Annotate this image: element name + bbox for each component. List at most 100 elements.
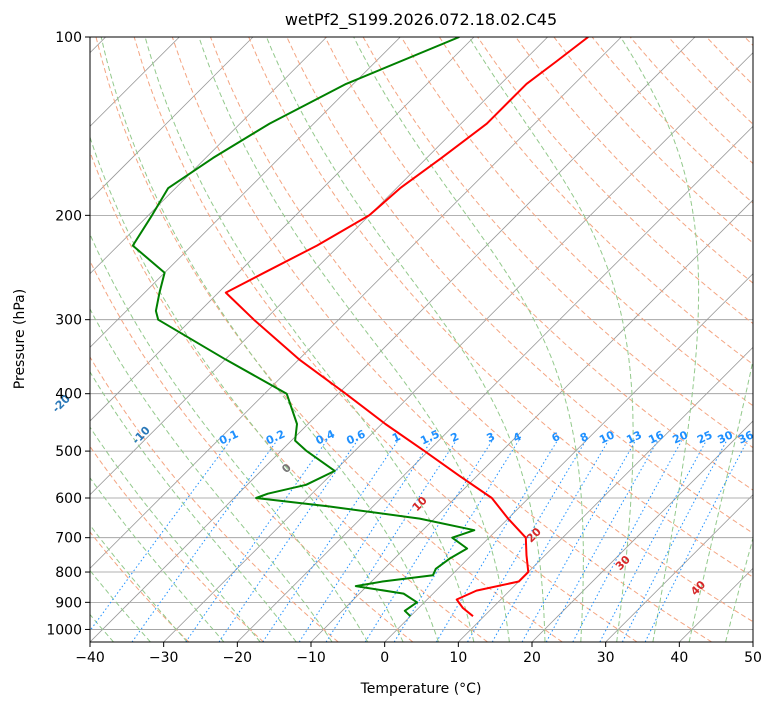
line-labels: -100-90-80-70-60-50-40-30-20-10010203040… xyxy=(0,363,756,598)
moist-adiabat xyxy=(90,370,297,642)
dry-adiabat xyxy=(324,37,753,491)
y-tick-label: 100 xyxy=(55,30,82,46)
x-tick-label: −10 xyxy=(296,650,326,666)
isotherm-line xyxy=(163,52,753,642)
chart-title: wetPf2_S199.2026.072.18.02.C45 xyxy=(285,10,557,30)
mixing-ratio-line xyxy=(467,440,587,642)
x-tick-label: −20 xyxy=(223,650,253,666)
mixing-ratio-line xyxy=(599,440,707,642)
dry-adiabat xyxy=(171,37,712,642)
mixing-ratio-line xyxy=(364,440,493,642)
dry-adiabat xyxy=(668,37,753,125)
isobar-grid xyxy=(90,37,753,630)
mixing-ratio-label: 0.4 xyxy=(314,427,337,447)
mixing-ratio-line xyxy=(521,440,637,642)
x-tick-label: −40 xyxy=(75,650,105,666)
moist-adiabat xyxy=(90,524,188,642)
mixing-ratio-line xyxy=(298,440,432,642)
moist-adiabat xyxy=(90,308,333,642)
mixing-ratio-line xyxy=(644,440,748,642)
isotherm-line xyxy=(90,37,696,642)
moist-adiabat xyxy=(90,233,369,642)
mixing-ratio-label: 10 xyxy=(597,428,617,446)
dry-adiabat-label: -10 xyxy=(130,424,153,447)
mixing-ratio-label: 25 xyxy=(695,428,714,446)
isotherm-line xyxy=(605,494,753,642)
moist-adiabat xyxy=(198,37,510,642)
mixing-ratio-line xyxy=(185,440,328,642)
plot-frame xyxy=(89,36,754,643)
isotherm-line xyxy=(752,641,753,642)
moist-adiabat xyxy=(266,37,546,642)
mixing-ratio-label: 8 xyxy=(578,430,590,445)
dry-adiabat xyxy=(248,37,753,578)
moist-adiabat xyxy=(90,426,261,642)
mixing-ratio-label: 30 xyxy=(716,428,736,446)
isotherm-line xyxy=(237,125,753,642)
dry-adiabat xyxy=(744,37,753,47)
moist-adiabat-label: 10 xyxy=(410,494,430,514)
isotherm-line xyxy=(90,37,548,496)
mixing-ratio-line xyxy=(393,440,520,642)
moist-adiabat xyxy=(725,536,753,642)
mixing-ratio-label: 4 xyxy=(511,430,524,445)
temperature-series xyxy=(224,37,589,617)
moist-adiabat xyxy=(688,358,753,642)
moist-adiabat xyxy=(144,37,475,642)
isotherm-line xyxy=(458,346,753,642)
mixing-ratio-line xyxy=(262,440,399,642)
mixing-ratio-line xyxy=(131,440,278,642)
isotherm-line xyxy=(531,420,753,642)
dry-adiabat xyxy=(438,37,753,366)
sounding-series xyxy=(131,37,589,617)
isotherm-grid xyxy=(90,37,753,642)
y-axis-ticks: 100 200 300 400 500 600 700 800 900 1000 xyxy=(46,30,90,638)
moist-adiabat-label: 0 xyxy=(279,461,294,476)
isotherm-line xyxy=(679,567,753,642)
mixing-ratio-label: 16 xyxy=(646,428,666,446)
dry-adiabat xyxy=(362,37,753,449)
isotherm-line xyxy=(90,37,254,201)
dry-adiabat xyxy=(706,37,753,86)
y-tick-label: 600 xyxy=(55,491,82,507)
dry-adiabats xyxy=(90,37,753,642)
isotherm-line xyxy=(90,37,475,422)
dry-adiabat xyxy=(95,37,563,642)
x-axis-ticks: −40 −30 −20 −10 0 10 20 30 40 50 xyxy=(75,642,762,666)
mixing-ratio-label: 3 xyxy=(485,430,497,445)
isotherm-line xyxy=(384,273,753,642)
moist-adiabats xyxy=(90,37,753,642)
mixing-ratio-label: 0.2 xyxy=(264,427,287,447)
y-tick-label: 900 xyxy=(55,595,82,611)
y-axis-label: Pressure (hPa) xyxy=(12,289,28,389)
dry-adiabat xyxy=(90,531,190,642)
mixing-ratio-label: 0.1 xyxy=(217,427,240,447)
plot-area xyxy=(90,37,753,642)
mixing-ratio-label: 20 xyxy=(671,428,691,446)
x-tick-label: 10 xyxy=(449,650,467,666)
dry-adiabat xyxy=(90,259,414,642)
dry-adiabat xyxy=(515,37,753,284)
moist-adiabat xyxy=(468,37,634,642)
y-tick-label: 1000 xyxy=(46,622,82,638)
mixing-ratio-label: 2 xyxy=(448,430,460,445)
isotherm-line xyxy=(90,37,401,348)
mixing-ratio-line xyxy=(545,440,659,642)
x-tick-label: 30 xyxy=(597,650,615,666)
mixing-ratio-line xyxy=(621,440,728,642)
mixing-ratio-label: 13 xyxy=(624,428,643,446)
dry-adiabat xyxy=(133,37,638,642)
dewpoint-series xyxy=(131,37,476,617)
dry-adiabat xyxy=(591,37,753,204)
mixing-ratio-line xyxy=(435,440,558,642)
y-tick-label: 700 xyxy=(55,531,82,547)
dry-adiabat xyxy=(400,37,753,407)
y-tick-label: 300 xyxy=(55,313,82,329)
moist-adiabat-label: 40 xyxy=(688,578,708,598)
y-tick-label: 400 xyxy=(55,387,82,403)
mixing-ratio-label: 36 xyxy=(736,428,756,446)
x-axis-label: Temperature (°C) xyxy=(360,681,482,697)
mixing-ratio-line xyxy=(572,440,683,642)
moist-adiabat-label: 30 xyxy=(613,553,633,573)
